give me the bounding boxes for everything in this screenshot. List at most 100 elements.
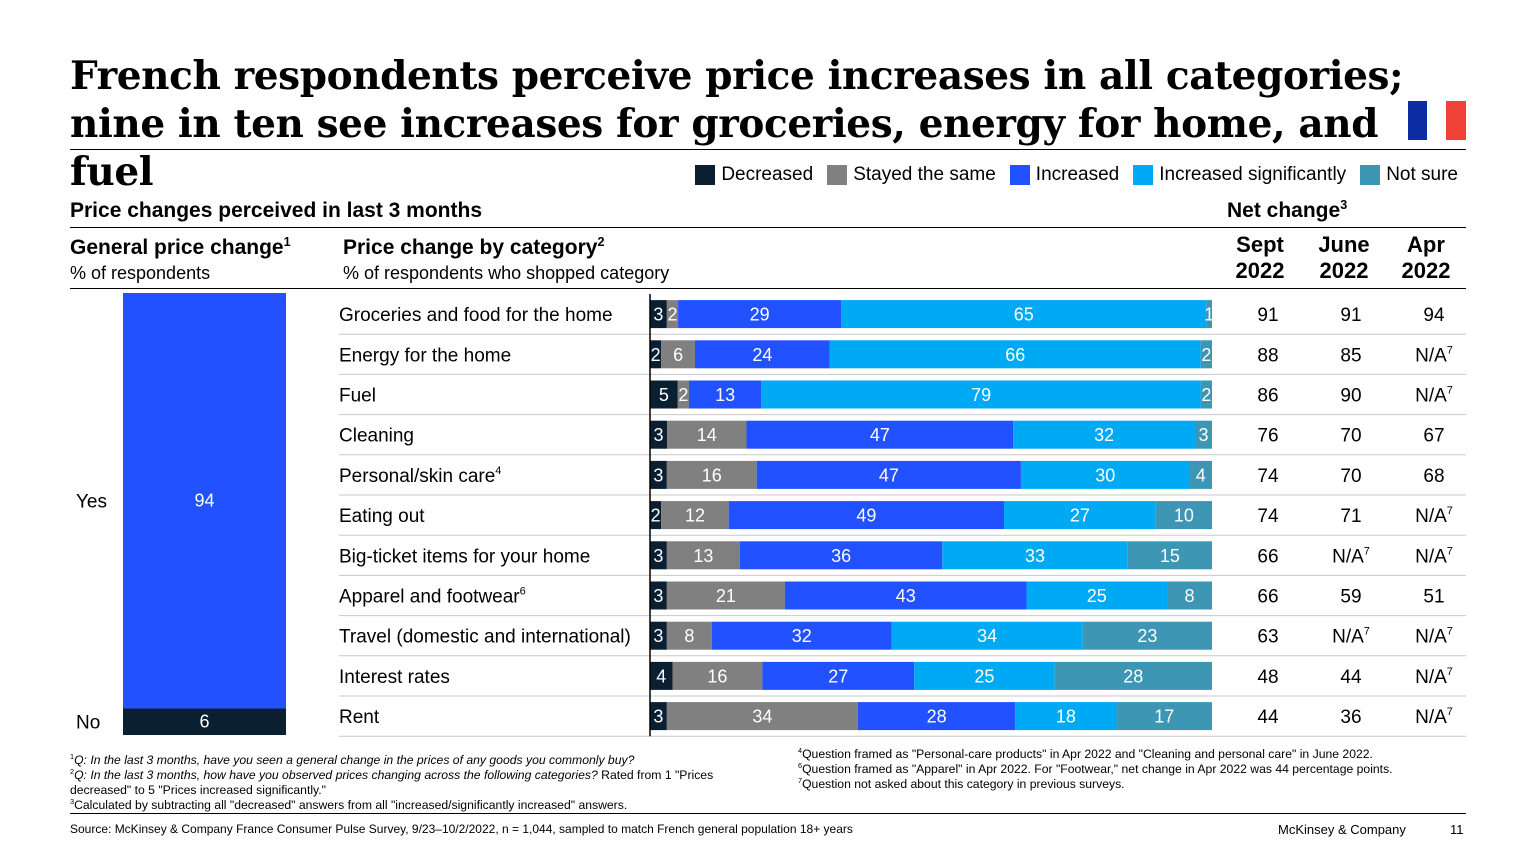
bar-value-label: 8 — [1185, 586, 1195, 606]
legend-swatch — [1133, 165, 1154, 185]
na-footnote-sup: 7 — [1447, 385, 1453, 397]
bar-segment-stayed-the-same — [666, 621, 712, 650]
footnotes-right: 4Question framed as "Personal-care produ… — [798, 747, 1478, 792]
source-note: Source: McKinsey & Company France Consum… — [70, 822, 853, 836]
net-col-apr: Apr 2022 — [1401, 232, 1451, 283]
bar-value-label: 30 — [1095, 465, 1115, 485]
footnote: 1Q: In the last 3 months, have you seen … — [70, 753, 770, 768]
footnote-text: Q: In the last 3 months, how have you ob… — [74, 768, 598, 782]
net-change-text: 44 — [1257, 707, 1279, 728]
bar-segment-increased — [784, 581, 1027, 610]
na-footnote-sup: 7 — [1447, 505, 1453, 517]
net-change-text: 70 — [1340, 426, 1361, 447]
bar-segment-increased — [694, 340, 830, 369]
flag-blue — [1408, 101, 1428, 140]
legend-item-increased: Increased — [1009, 164, 1119, 186]
bar-segment-increased-significantly — [1020, 460, 1190, 489]
net-change-value: 51 — [1423, 587, 1444, 608]
bar-value-label: 27 — [1070, 506, 1090, 526]
bar-value-label: 2 — [678, 385, 688, 405]
net-change-value: 71 — [1340, 506, 1361, 527]
bar-value-label: 23 — [1137, 626, 1157, 646]
bar-segment-increased — [857, 702, 1016, 731]
bar-value-label: 2 — [651, 506, 661, 526]
bar-value-label: 28 — [1123, 666, 1143, 686]
bar-value-label: 3 — [653, 626, 663, 646]
net-change-text: 68 — [1423, 466, 1444, 487]
bar-value-label: 16 — [702, 465, 722, 485]
bar-segment-increased — [711, 621, 892, 650]
title-rule — [70, 149, 1466, 150]
net-change-value: 94 — [1423, 305, 1445, 326]
net-change-value: 63 — [1257, 627, 1278, 648]
category-label: Rent — [339, 707, 380, 728]
bar-segment-stayed-the-same — [666, 541, 740, 570]
bar-segment-not-sure — [1200, 340, 1212, 369]
category-label: Eating out — [339, 506, 425, 527]
page-title: French respondents perceive price increa… — [70, 53, 1404, 195]
flag-red — [1446, 101, 1466, 140]
net-change-value: 70 — [1340, 426, 1361, 447]
bar-value-label: 17 — [1154, 707, 1174, 727]
bar-value-label: 2 — [651, 345, 661, 365]
legend-label: Increased significantly — [1159, 164, 1347, 185]
general-bar-label: 94 — [194, 491, 214, 511]
bar-value-label: 3 — [653, 305, 663, 325]
net-change-text: 67 — [1423, 426, 1444, 447]
bar-segment-increased-significantly — [829, 340, 1201, 369]
bar-value-label: 14 — [697, 425, 717, 445]
net-change-value: N/A7 — [1415, 385, 1453, 407]
net-change-text: 86 — [1257, 386, 1278, 407]
bar-segment-increased-significantly — [1026, 581, 1168, 610]
bar-value-label: 32 — [1094, 425, 1114, 445]
bar-value-label: 3 — [653, 586, 663, 606]
net-change-text: 70 — [1340, 466, 1361, 487]
net-change-value: 76 — [1257, 426, 1278, 447]
legend-label: Decreased — [721, 164, 814, 185]
bar-value-label: 32 — [792, 626, 812, 646]
bar-value-label: 6 — [673, 345, 683, 365]
category-label-text: Big-ticket items for your home — [339, 546, 590, 567]
net-change-text: 66 — [1257, 587, 1278, 608]
bar-value-label: 10 — [1174, 506, 1194, 526]
net-change-text: 90 — [1340, 386, 1361, 407]
general-bar-no — [123, 708, 286, 735]
bar-segment-decreased — [650, 300, 667, 329]
general-category-label: Yes — [76, 492, 107, 513]
net-change-text: 59 — [1340, 587, 1361, 608]
bar-segment-stayed-the-same — [667, 420, 747, 449]
net-change-value: N/A7 — [1415, 505, 1453, 527]
bar-value-label: 12 — [685, 506, 705, 526]
net-change-value: 74 — [1257, 506, 1279, 527]
na-footnote-sup: 7 — [1447, 545, 1453, 557]
bar-segment-stayed-the-same — [666, 300, 679, 329]
net-change-value: 44 — [1257, 707, 1279, 728]
general-heading: General price change1 — [70, 235, 291, 259]
bar-value-label: 3 — [653, 546, 663, 566]
bar-value-label: 29 — [750, 305, 770, 325]
category-label: Fuel — [339, 386, 376, 407]
bar-value-label: 16 — [707, 666, 727, 686]
bar-segment-not-sure — [1116, 702, 1212, 731]
category-label-text: Rent — [339, 707, 380, 728]
na-footnote-sup: 7 — [1447, 706, 1453, 718]
net-change-value: 90 — [1340, 386, 1361, 407]
category-label: Cleaning — [339, 426, 414, 447]
bar-value-label: 34 — [977, 626, 997, 646]
bar-segment-increased — [739, 541, 943, 570]
net-change-value: N/A7 — [1332, 626, 1370, 648]
bar-value-label: 8 — [684, 626, 694, 646]
bar-segment-not-sure — [1189, 460, 1212, 489]
general-bar-label: 6 — [199, 712, 209, 732]
footnote-tail: Rated from 1 "Prices decreased" to 5 "Pr… — [70, 768, 714, 797]
net-col-sept: Sept 2022 — [1235, 232, 1285, 283]
footnote-text: Question framed as "Apparel" in Apr 2022… — [802, 762, 1393, 776]
bar-segment-not-sure — [1054, 661, 1212, 690]
bar-segment-increased-significantly — [942, 541, 1128, 570]
section-rule — [70, 227, 1466, 228]
category-label-sup: 6 — [520, 586, 526, 598]
footnote-text: Calculated by subtracting all "decreased… — [74, 798, 628, 812]
legend-item-increased-significantly: Increased significantly — [1133, 164, 1346, 186]
footnote: 6Question framed as "Apparel" in Apr 202… — [798, 762, 1478, 777]
bar-value-label: 3 — [653, 465, 663, 485]
